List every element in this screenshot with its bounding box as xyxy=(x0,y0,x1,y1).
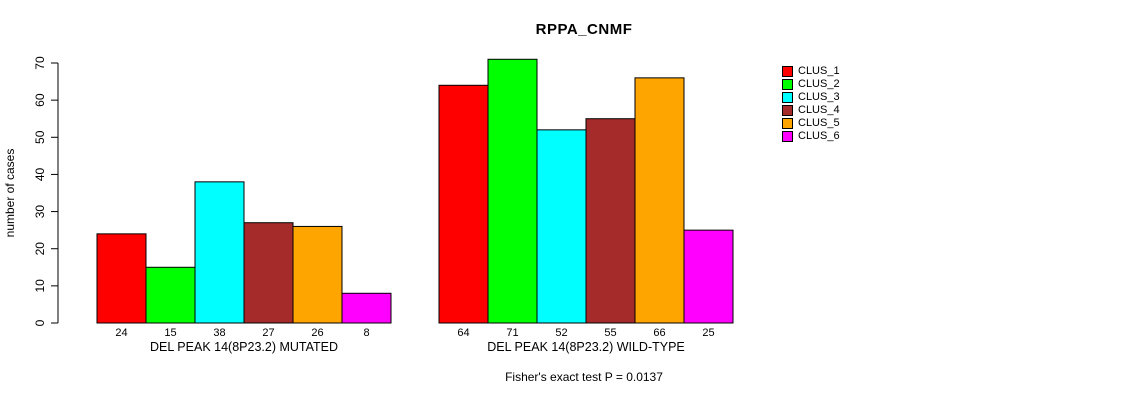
legend-label: CLUS_5 xyxy=(798,117,840,129)
y-tick-label: 10 xyxy=(33,279,47,293)
legend-swatch xyxy=(782,92,793,103)
legend-swatch xyxy=(782,79,793,90)
legend-item-clus_3: CLUS_3 xyxy=(782,91,840,104)
legend-item-clus_1: CLUS_1 xyxy=(782,65,840,78)
bar-clus_5 xyxy=(634,77,685,324)
bar-clus_4 xyxy=(243,222,294,324)
bar-clus_6 xyxy=(683,229,734,324)
bar-clus_1 xyxy=(96,233,147,324)
legend-label: CLUS_4 xyxy=(798,104,840,116)
legend-item-clus_6: CLUS_6 xyxy=(782,130,840,143)
y-tick-label: 60 xyxy=(33,93,47,107)
fisher-test-annotation: Fisher's exact test P = 0.0137 xyxy=(505,370,663,384)
bar-clus_3 xyxy=(536,129,587,324)
legend-item-clus_4: CLUS_4 xyxy=(782,104,840,117)
legend-label: CLUS_1 xyxy=(798,65,840,77)
bar-value-label: 27 xyxy=(262,327,274,339)
legend-swatch xyxy=(782,66,793,77)
bar-clus_6 xyxy=(341,292,392,324)
bar-value-label: 71 xyxy=(506,327,518,339)
legend-label: CLUS_3 xyxy=(798,91,840,103)
y-tick-label: 20 xyxy=(33,242,47,256)
bar-value-label: 66 xyxy=(653,327,665,339)
legend-label: CLUS_6 xyxy=(798,130,840,142)
bar-value-label: 64 xyxy=(457,327,469,339)
chart-title: RPPA_CNMF xyxy=(535,21,633,38)
y-tick-label: 40 xyxy=(33,167,47,181)
bar-clus_2 xyxy=(487,58,538,324)
bar-value-label: 15 xyxy=(164,327,176,339)
legend-swatch xyxy=(782,131,793,142)
bar-value-label: 25 xyxy=(702,327,714,339)
bar-clus_5 xyxy=(292,225,343,324)
y-tick-label: 50 xyxy=(33,130,47,144)
bar-value-label: 8 xyxy=(363,327,369,339)
legend: CLUS_1 CLUS_2 CLUS_3 CLUS_4 CLUS_5 CLUS_6 xyxy=(782,65,840,143)
y-tick-label: 30 xyxy=(33,205,47,219)
y-tick-label: 0 xyxy=(33,319,47,326)
y-tick-label: 70 xyxy=(33,56,47,70)
bar-clus_1 xyxy=(438,84,489,324)
bar-value-label: 38 xyxy=(213,327,225,339)
bar-clus_2 xyxy=(145,266,196,324)
bar-clus_3 xyxy=(194,181,245,324)
bar-value-label: 52 xyxy=(555,327,567,339)
legend-label: CLUS_2 xyxy=(798,78,840,90)
bar-value-label: 26 xyxy=(311,327,323,339)
legend-item-clus_5: CLUS_5 xyxy=(782,117,840,130)
legend-swatch xyxy=(782,105,793,116)
bar-value-label: 55 xyxy=(604,327,616,339)
legend-swatch xyxy=(782,118,793,129)
bar-value-label: 24 xyxy=(115,327,127,339)
group-label: DEL PEAK 14(8P23.2) MUTATED xyxy=(150,340,338,354)
group-label: DEL PEAK 14(8P23.2) WILD-TYPE xyxy=(487,340,685,354)
bar-clus_4 xyxy=(585,118,636,324)
y-axis-title: number of cases xyxy=(3,149,17,238)
legend-item-clus_2: CLUS_2 xyxy=(782,78,840,91)
